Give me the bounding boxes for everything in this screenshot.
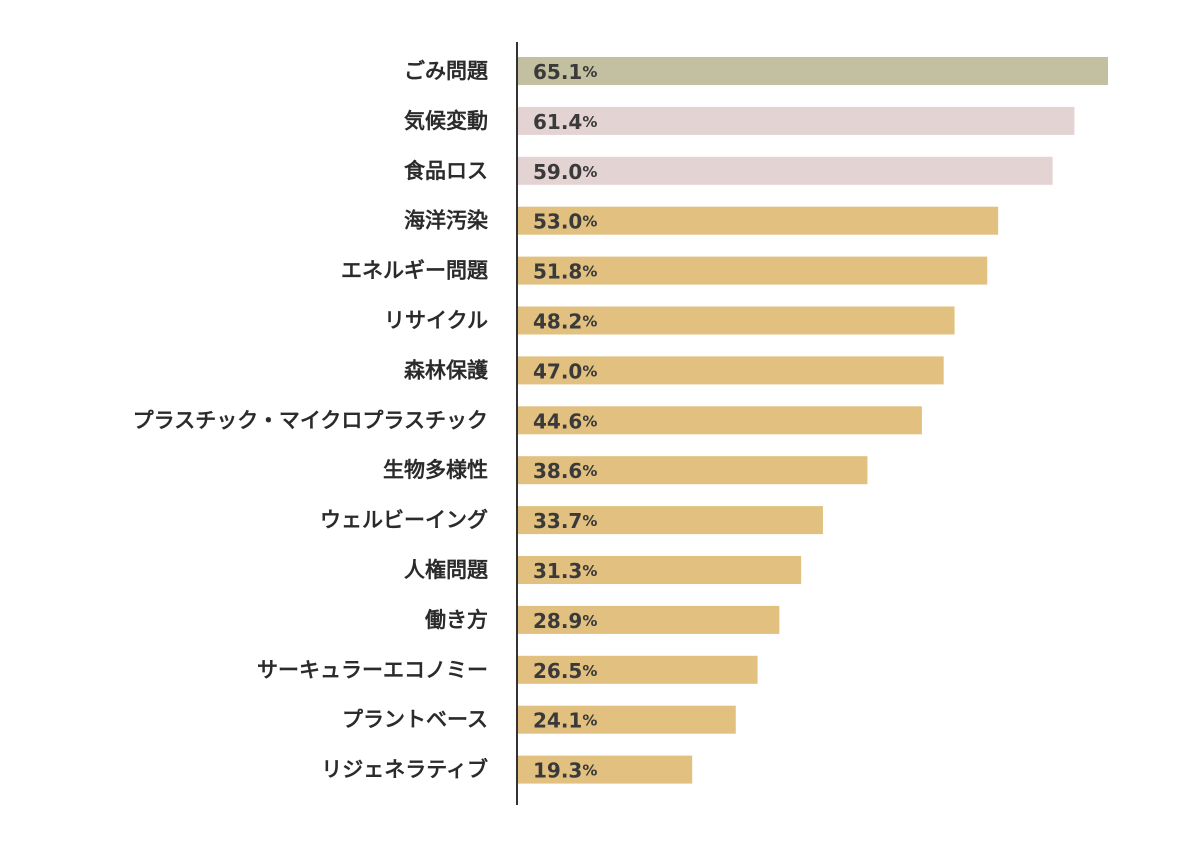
- category-label: 生物多様性: [383, 458, 488, 482]
- category-label: プラスチック・マイクロプラスチック: [133, 408, 488, 432]
- value-unit: %: [582, 263, 597, 281]
- value-label: 59.0%: [533, 160, 597, 184]
- bar-2: [517, 106, 1075, 135]
- bar-5: [517, 256, 988, 285]
- category-label: ウェルビーイング: [320, 508, 488, 532]
- bar-1: [517, 57, 1108, 85]
- value-number: 24.1: [533, 709, 582, 733]
- bar-4: [517, 206, 999, 235]
- bar-8: [517, 406, 922, 435]
- value-label: 47.0%: [533, 359, 597, 383]
- value-number: 33.7: [533, 509, 582, 533]
- value-label: 65.1%: [533, 60, 597, 84]
- value-label: 19.3%: [533, 759, 597, 783]
- value-number: 61.4: [533, 110, 582, 134]
- value-unit: %: [582, 63, 597, 81]
- bar-7: [517, 356, 944, 385]
- bar-3: [517, 156, 1053, 185]
- value-labels: 65.1%61.4%59.0%53.0%51.8%48.2%47.0%44.6%…: [533, 60, 597, 783]
- category-label: プラントベース: [342, 708, 488, 732]
- value-unit: %: [582, 213, 597, 231]
- category-label: リサイクル: [384, 309, 488, 333]
- value-number: 26.5: [533, 659, 582, 683]
- value-label: 61.4%: [533, 110, 597, 134]
- value-label: 53.0%: [533, 210, 597, 234]
- bar-6: [517, 306, 955, 335]
- bar-11: [517, 556, 802, 584]
- value-label: 48.2%: [533, 310, 597, 334]
- value-unit: %: [582, 512, 597, 530]
- category-label: 働き方: [424, 608, 488, 632]
- category-label: エネルギー問題: [341, 259, 489, 283]
- value-label: 33.7%: [533, 509, 597, 533]
- value-unit: %: [582, 562, 597, 580]
- value-number: 47.0: [533, 359, 582, 383]
- value-label: 31.3%: [533, 559, 597, 583]
- bar-9: [517, 456, 868, 485]
- value-unit: %: [582, 462, 597, 480]
- value-number: 65.1: [533, 60, 582, 84]
- value-number: 31.3: [533, 559, 582, 583]
- value-label: 44.6%: [533, 409, 597, 433]
- category-label: 森林保護: [404, 358, 489, 382]
- category-label: サーキュラーエコノミー: [257, 658, 488, 682]
- value-number: 51.8: [533, 260, 582, 284]
- value-unit: %: [582, 712, 597, 730]
- category-label: 海洋汚染: [404, 209, 488, 233]
- value-number: 59.0: [533, 160, 582, 184]
- value-unit: %: [582, 362, 597, 380]
- category-label: 人権問題: [404, 558, 489, 582]
- value-unit: %: [582, 113, 597, 131]
- category-labels: ごみ問題気候変動食品ロス海洋汚染エネルギー問題リサイクル森林保護プラスチック・マ…: [133, 59, 489, 782]
- value-label: 26.5%: [533, 659, 597, 683]
- bar-14: [517, 705, 736, 734]
- category-label: 食品ロス: [404, 159, 488, 183]
- category-label: ごみ問題: [404, 59, 489, 83]
- bar-12: [517, 605, 780, 634]
- value-number: 44.6: [533, 409, 582, 433]
- value-unit: %: [582, 163, 597, 181]
- value-label: 38.6%: [533, 459, 597, 483]
- bars-layer: [517, 57, 1108, 784]
- value-label: 24.1%: [533, 709, 597, 733]
- value-number: 28.9: [533, 609, 582, 633]
- value-label: 28.9%: [533, 609, 597, 633]
- value-unit: %: [582, 313, 597, 331]
- bar-15: [517, 755, 693, 784]
- value-unit: %: [582, 762, 597, 780]
- category-label: 気候変動: [404, 109, 488, 133]
- value-number: 53.0: [533, 210, 582, 234]
- value-unit: %: [582, 662, 597, 680]
- value-label: 51.8%: [533, 260, 597, 284]
- bar-10: [517, 506, 823, 535]
- value-number: 48.2: [533, 310, 582, 334]
- value-number: 19.3: [533, 759, 582, 783]
- value-unit: %: [582, 412, 597, 430]
- value-unit: %: [582, 612, 597, 630]
- bar-13: [517, 655, 758, 684]
- category-label: リジェネラティブ: [321, 758, 488, 782]
- value-number: 38.6: [533, 459, 582, 483]
